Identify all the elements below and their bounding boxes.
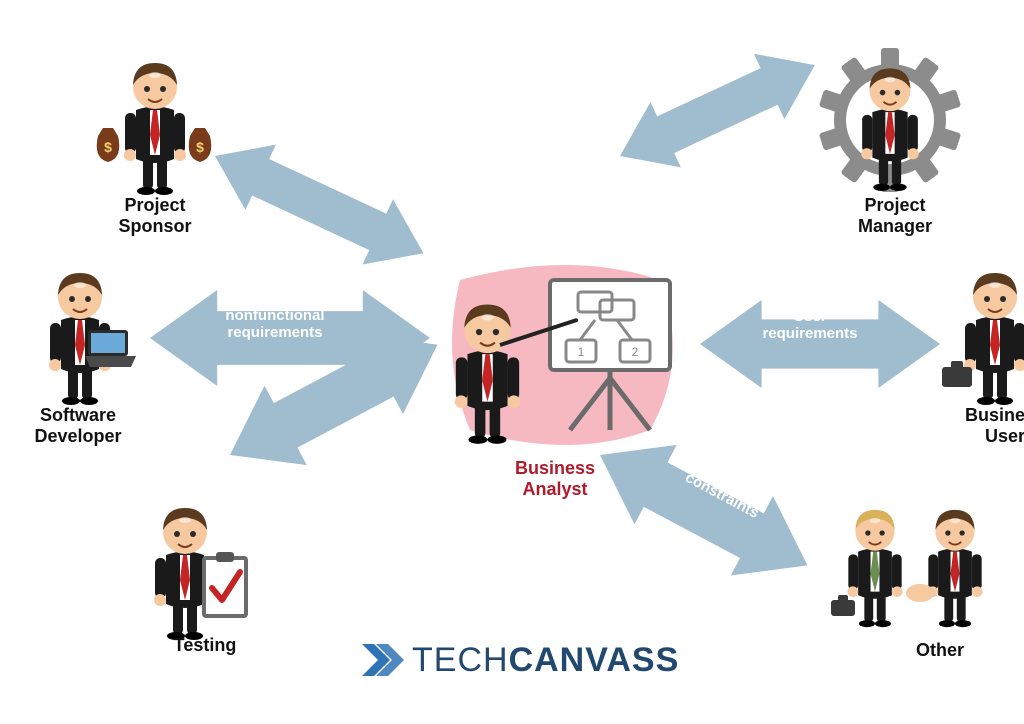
svg-text:2: 2: [632, 345, 639, 359]
figure-other: [835, 500, 1005, 650]
arrow-biz-req: [200, 123, 439, 285]
role-label-other: Other: [880, 640, 1000, 661]
figure-testing: [140, 500, 240, 650]
techcanvass-logo: TECHCANVASS: [360, 640, 679, 680]
svg-text:$: $: [104, 139, 112, 155]
logo-icon: [360, 640, 404, 680]
arrow-scope: [605, 33, 830, 189]
logo-text-2: CANVASS: [509, 641, 680, 679]
figure-business-user: [950, 265, 1024, 415]
role-label-project-manager: ProjectManager: [835, 195, 955, 236]
role-label-business-user: BusinessUser: [945, 405, 1024, 446]
logo-text-1: TECH: [412, 641, 509, 679]
role-label-software-developer: SoftwareDeveloper: [18, 405, 138, 446]
center-label: BusinessAnalyst: [485, 458, 625, 500]
figure-software-developer: [35, 265, 135, 415]
arrow-user-req: [700, 300, 940, 388]
svg-text:$: $: [196, 139, 204, 155]
figure-project-sponsor: $ $: [110, 55, 210, 205]
role-label-testing: Testing: [145, 635, 265, 656]
svg-text:1: 1: [578, 345, 585, 359]
role-label-project-sponsor: ProjectSponsor: [95, 195, 215, 236]
center-business-analyst: 1 2: [440, 260, 700, 460]
